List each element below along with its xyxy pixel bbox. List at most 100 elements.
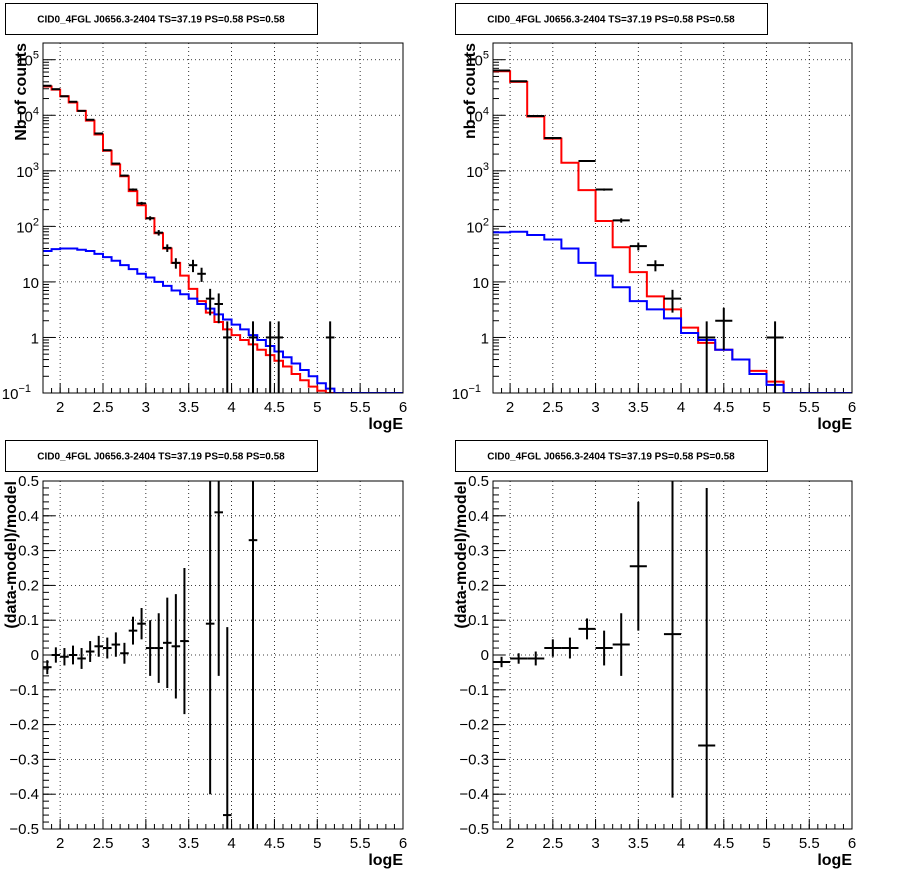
x-tick-label: 2	[506, 399, 514, 416]
y-tick-base: 10	[16, 219, 33, 236]
data-layer	[493, 481, 716, 829]
y-tick-label: −0.1	[9, 682, 39, 699]
title-box	[5, 3, 318, 35]
x-tick-label: 2.5	[542, 835, 563, 852]
y-tick-label: −0.4	[9, 786, 39, 803]
y-tick-base: 10	[466, 53, 483, 70]
plot-frame-top	[492, 42, 853, 394]
y-tick-exponent: 3	[33, 161, 39, 173]
y-tick-label: 10−1	[452, 383, 481, 403]
x-tick-label: 4.5	[713, 399, 734, 416]
y-tick-label: −0.3	[9, 751, 39, 768]
y-tick-label: −0.5	[459, 821, 489, 838]
x-tick-label: 4.5	[264, 835, 285, 852]
title-box	[455, 3, 768, 35]
histogram-component-model	[493, 230, 852, 393]
x-axis-label: logE	[368, 852, 403, 869]
y-tick-label: 1	[31, 330, 39, 347]
x-axis-label: logE	[817, 416, 852, 433]
y-axis-label: Nb of counts	[13, 43, 30, 141]
x-tick-label: 5	[313, 835, 321, 852]
y-tick-label: −0.2	[459, 717, 489, 734]
x-tick-label: 4	[227, 835, 235, 852]
y-tick-label: 0.5	[18, 473, 39, 490]
x-tick-label: 4	[227, 399, 235, 416]
x-tick-label: 5	[762, 835, 770, 852]
y-axis-label: nb of counts	[462, 43, 479, 139]
y-tick-base: 10	[466, 219, 483, 236]
y-tick-base: 10	[16, 53, 33, 70]
y-tick-exponent: −1	[468, 383, 481, 395]
x-tick-label: 2	[56, 835, 64, 852]
y-axis-label: (data-model)/model	[453, 481, 470, 629]
x-tick-label: 5.5	[799, 835, 820, 852]
x-tick-label: 6	[848, 835, 856, 852]
x-tick-label: 3.5	[178, 835, 199, 852]
y-tick-exponent: 5	[33, 50, 39, 62]
plot-frame-top	[42, 42, 404, 394]
x-tick-label: 3	[142, 835, 150, 852]
x-tick-label: 5.5	[350, 835, 371, 852]
y-tick-exponent: 5	[483, 50, 489, 62]
y-tick-label: −0.2	[9, 717, 39, 734]
plot-frame	[42, 42, 404, 394]
x-tick-label: 5.5	[799, 399, 820, 416]
data-layer	[43, 481, 258, 829]
title-box	[5, 440, 318, 472]
y-tick-base: 10	[16, 108, 33, 125]
y-tick-base: 10	[466, 164, 483, 181]
x-tick-label: 3.5	[178, 399, 199, 416]
x-tick-label: 2.5	[93, 399, 114, 416]
y-axis-label: (data-model)/model	[3, 481, 20, 629]
y-tick-label: −0.4	[459, 786, 489, 803]
x-tick-label: 4.5	[264, 399, 285, 416]
y-tick-exponent: 2	[33, 216, 39, 228]
y-tick-exponent: −1	[18, 383, 31, 395]
y-tick-label: 103	[466, 161, 489, 181]
x-tick-label: 5	[762, 399, 770, 416]
y-tick-label: 0.4	[18, 508, 39, 525]
x-tick-label: 2	[56, 399, 64, 416]
y-tick-label: 0.2	[18, 577, 39, 594]
y-tick-label: 0.2	[468, 577, 489, 594]
x-tick-label: 3.5	[628, 835, 649, 852]
y-tick-base: 10	[466, 108, 483, 125]
y-tick-label: 1	[481, 330, 489, 347]
y-tick-base: 10	[16, 164, 33, 181]
y-tick-label: −0.5	[9, 821, 39, 838]
y-tick-exponent: 4	[33, 105, 39, 117]
x-tick-label: 3.5	[628, 399, 649, 416]
y-tick-label: 10	[472, 275, 489, 292]
y-tick-label: 10	[22, 275, 39, 292]
y-tick-label: 105	[466, 50, 489, 70]
x-tick-label: 3	[142, 399, 150, 416]
x-tick-label: 5.5	[350, 399, 371, 416]
y-tick-exponent: 2	[483, 216, 489, 228]
y-tick-label: 0.3	[468, 543, 489, 560]
y-tick-label: 10−1	[2, 383, 31, 403]
x-tick-label: 3	[591, 835, 599, 852]
y-tick-label: 102	[466, 216, 489, 236]
plot-frame	[492, 42, 853, 394]
title-box	[455, 440, 768, 472]
y-tick-label: 104	[466, 105, 489, 125]
x-tick-label: 2.5	[542, 399, 563, 416]
x-tick-label: 2.5	[93, 835, 114, 852]
chart-panel-4: CID0_4FGL J0656.3-2404 TS=37.19 PS=0.58 …	[453, 440, 856, 869]
y-tick-label: 102	[16, 216, 39, 236]
plot-frame-top	[42, 480, 404, 830]
y-tick-label: 0.1	[468, 612, 489, 629]
y-tick-base: 10	[2, 386, 19, 403]
x-tick-label: 5	[313, 399, 321, 416]
y-tick-label: 0.1	[18, 612, 39, 629]
chart-title: CID0_4FGL J0656.3-2404 TS=37.19 PS=0.58 …	[487, 452, 735, 463]
y-tick-exponent: 3	[483, 161, 489, 173]
chart-title: CID0_4FGL J0656.3-2404 TS=37.19 PS=0.58 …	[37, 15, 285, 26]
data-layer	[43, 84, 403, 393]
chart-title: CID0_4FGL J0656.3-2404 TS=37.19 PS=0.58 …	[37, 452, 285, 463]
x-tick-label: 2	[506, 835, 514, 852]
x-tick-label: 3	[591, 399, 599, 416]
chart-panel-1: CID0_4FGL J0656.3-2404 TS=37.19 PS=0.58 …	[2, 3, 407, 433]
x-tick-label: 6	[848, 399, 856, 416]
chart-title: CID0_4FGL J0656.3-2404 TS=37.19 PS=0.58 …	[487, 15, 735, 26]
